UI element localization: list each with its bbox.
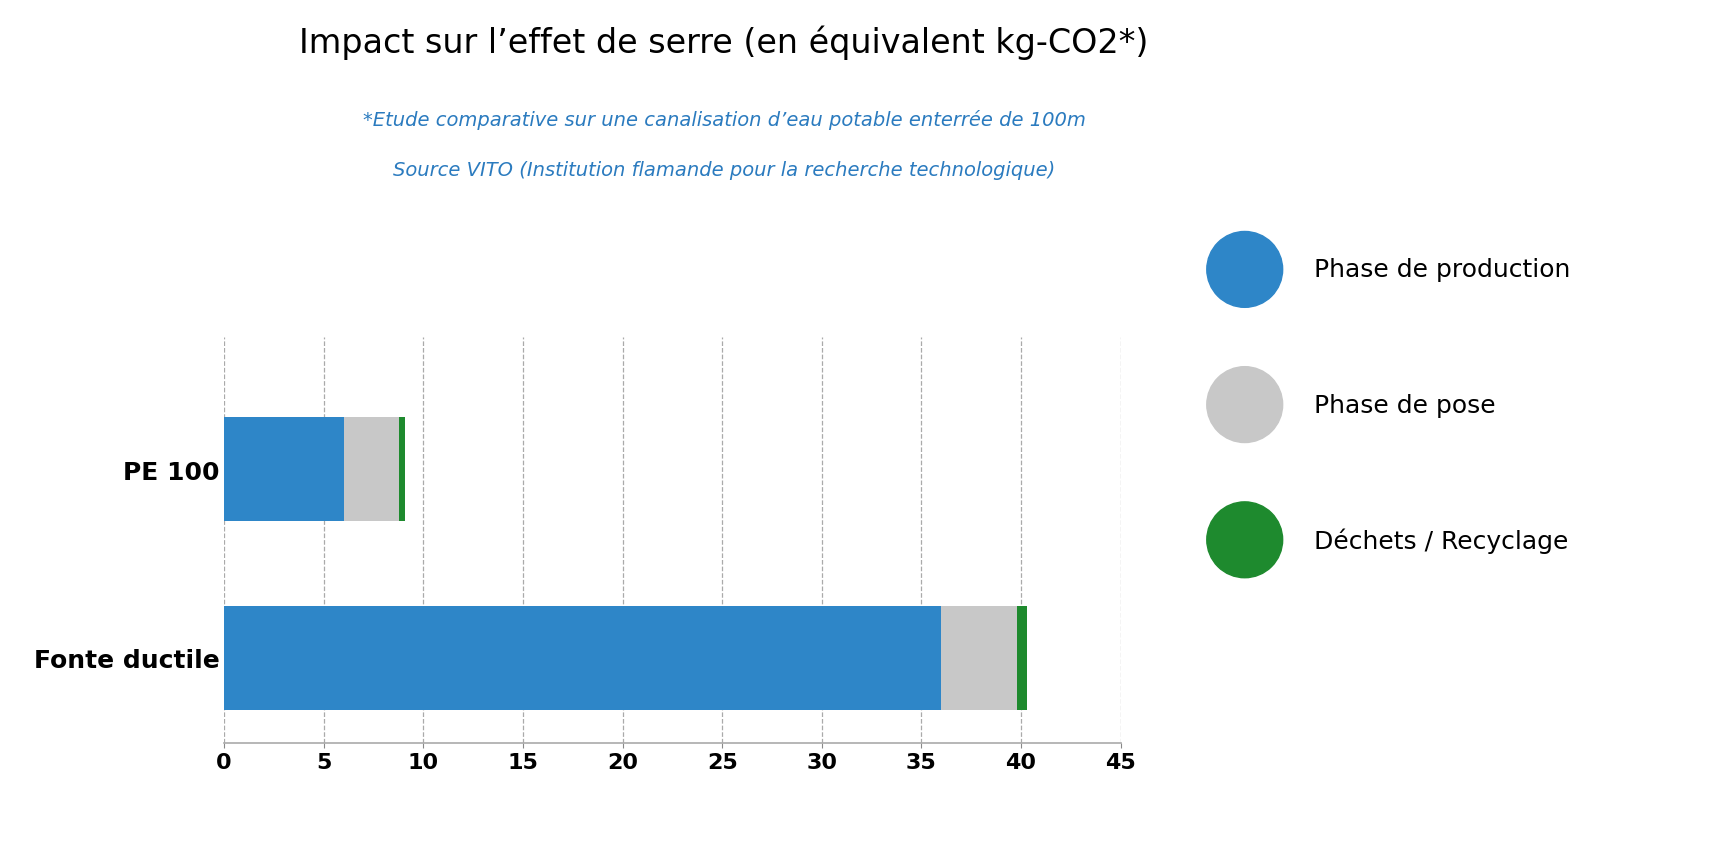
Bar [224,418,343,522]
Bar [941,606,1017,710]
Bar [224,606,941,710]
Bar [400,418,405,522]
Text: Impact sur l’effet de serre (en équivalent kg-CO2*): Impact sur l’effet de serre (en équivale… [300,25,1148,60]
Text: Déchets / Recyclage: Déchets / Recyclage [1313,528,1568,553]
Text: Phase de pose: Phase de pose [1313,393,1494,417]
Bar [1017,606,1027,710]
Text: Source VITO (Institution flamande pour la recherche technologique): Source VITO (Institution flamande pour l… [393,160,1054,179]
Text: Phase de production: Phase de production [1313,258,1570,282]
Bar [343,418,400,522]
Text: *Etude comparative sur une canalisation d’eau potable enterrée de 100m: *Etude comparative sur une canalisation … [362,110,1085,130]
